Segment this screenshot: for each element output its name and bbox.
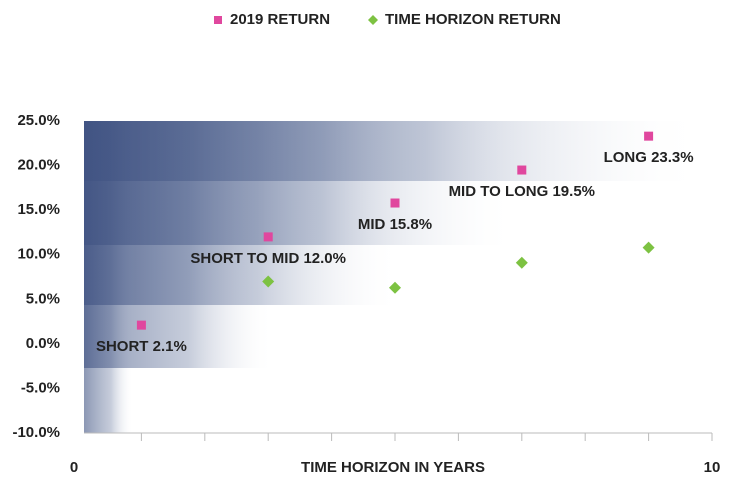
y-tick-label: 5.0% [26, 290, 60, 307]
y-tick-label: 25.0% [17, 112, 60, 129]
y-tick-label: 10.0% [17, 246, 60, 263]
point [642, 241, 655, 254]
value-label: 23.3% [651, 149, 694, 166]
point-label: MID TO LONG 19.5% [449, 183, 595, 200]
point-label: SHORT TO MID 12.0% [190, 250, 346, 267]
point [389, 281, 401, 294]
legend-swatch [214, 16, 222, 24]
category-name: LONG [604, 149, 647, 166]
category-name: MID [358, 216, 386, 233]
y-tick-label: -10.0% [12, 424, 60, 441]
point [515, 256, 528, 269]
y-tick-label: -5.0% [21, 379, 60, 396]
point [517, 165, 527, 175]
point [136, 320, 146, 330]
point [263, 232, 273, 242]
category-name: SHORT [96, 338, 149, 355]
background-steps [84, 121, 705, 433]
legend-label: 2019 RETURN [230, 11, 330, 28]
y-tick-label: 20.0% [17, 157, 60, 174]
point-label: SHORT 2.1% [96, 338, 187, 355]
y-tick-label: 15.0% [17, 201, 60, 218]
point [644, 131, 654, 141]
y-tick-label: 0.0% [26, 335, 60, 352]
point-label: LONG 23.3% [604, 149, 694, 166]
legend-swatch [368, 15, 378, 25]
category-name: SHORT TO MID [190, 250, 299, 267]
point [262, 275, 275, 288]
x-tick-label: 10 [704, 459, 721, 476]
value-label: 19.5% [552, 183, 595, 200]
value-label: 15.8% [390, 216, 433, 233]
legend-label: TIME HORIZON RETURN [385, 11, 561, 28]
point [390, 198, 400, 208]
x-axis-label: TIME HORIZON IN YEARS [301, 459, 485, 476]
x-tick-label: 0 [70, 459, 78, 476]
value-label: 2.1% [153, 338, 187, 355]
category-name: MID TO LONG [449, 183, 549, 200]
step [84, 121, 705, 181]
point-label: MID 15.8% [358, 216, 432, 233]
value-label: 12.0% [303, 250, 346, 267]
